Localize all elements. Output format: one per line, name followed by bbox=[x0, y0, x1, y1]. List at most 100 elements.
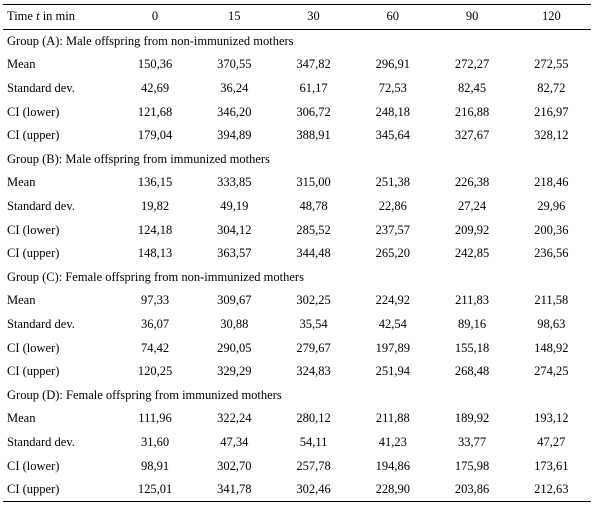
table-row: Mean 150,36 370,55 347,82 296,91 272,27 272,55 bbox=[3, 53, 591, 77]
table-cell: 394,89 bbox=[217, 128, 252, 143]
table-row: Standard dev. 42,69 36,24 61,17 72,53 82,45 82… bbox=[3, 77, 591, 101]
table-cell: 248,18 bbox=[375, 104, 410, 119]
table-cell: 98,63 bbox=[537, 317, 566, 332]
table-cell: 302,70 bbox=[217, 458, 252, 473]
table-cell: 29,96 bbox=[537, 199, 566, 214]
table-cell: 257,78 bbox=[296, 458, 331, 473]
table-cell: 33,77 bbox=[458, 434, 487, 449]
table-cell: 212,63 bbox=[534, 482, 569, 497]
table-cell: 61,17 bbox=[299, 81, 328, 96]
table-cell: 200,36 bbox=[534, 222, 569, 237]
group-title-row: Group (C): Female offspring from non-imm… bbox=[3, 266, 591, 290]
table-cell: 346,20 bbox=[217, 104, 252, 119]
table-row: Mean 136,15 333,85 315,00 251,38 226,38 218,46 bbox=[3, 171, 591, 195]
table-cell: 370,55 bbox=[217, 57, 252, 72]
table-cell: 345,64 bbox=[375, 128, 410, 143]
table-cell: 309,67 bbox=[217, 293, 252, 308]
table-cell: 211,58 bbox=[534, 293, 569, 308]
table-row: Standard dev. 19,82 49,19 48,78 22,86 27,24 29… bbox=[3, 195, 591, 219]
table-cell: 49,19 bbox=[220, 199, 249, 214]
table-cell: 251,94 bbox=[375, 364, 410, 379]
row-label: CI (lower) bbox=[7, 104, 60, 119]
table-cell: 322,24 bbox=[217, 411, 252, 426]
table-cell: 268,48 bbox=[454, 364, 490, 379]
table-cell: 290,05 bbox=[217, 340, 252, 355]
table-cell: 136,15 bbox=[137, 175, 173, 190]
table-cell: 285,52 bbox=[296, 222, 331, 237]
table-cell: 82,45 bbox=[458, 81, 487, 96]
table-cell: 211,88 bbox=[375, 411, 410, 426]
table-cell: 209,92 bbox=[454, 222, 490, 237]
time-column-header: 90 bbox=[432, 4, 512, 30]
group-title-row: Group (B): Male offspring from immunized… bbox=[3, 148, 591, 172]
table-cell: 242,85 bbox=[454, 246, 490, 261]
table-cell: 82,72 bbox=[537, 81, 566, 96]
table-cell: 89,16 bbox=[458, 317, 487, 332]
table-cell: 272,27 bbox=[454, 57, 490, 72]
table-cell: 341,78 bbox=[217, 482, 252, 497]
row-label: CI (upper) bbox=[7, 128, 60, 143]
table-cell: 124,18 bbox=[137, 222, 173, 237]
table-cell: 148,92 bbox=[534, 340, 569, 355]
table-cell: 218,46 bbox=[534, 175, 569, 190]
table-cell: 237,57 bbox=[375, 222, 410, 237]
time-label-prefix: Time bbox=[7, 9, 37, 24]
table-cell: 175,98 bbox=[454, 458, 490, 473]
table-cell: 36,07 bbox=[140, 317, 170, 332]
table-cell: 36,24 bbox=[220, 81, 249, 96]
table-cell: 41,23 bbox=[378, 434, 407, 449]
table-cell: 98,91 bbox=[140, 458, 170, 473]
table-cell: 120,25 bbox=[137, 364, 173, 379]
table-row: CI (upper) 148,13 363,57 344,48 265,20 242,85… bbox=[3, 242, 591, 266]
time-column-header: 60 bbox=[353, 4, 433, 30]
table-cell: 121,68 bbox=[137, 104, 173, 119]
table-cell: 54,11 bbox=[299, 434, 328, 449]
table-cell: 228,90 bbox=[375, 482, 410, 497]
row-label: Mean bbox=[7, 411, 36, 426]
row-label: CI (upper) bbox=[7, 246, 60, 261]
time-label-suffix: in min bbox=[39, 9, 75, 24]
table-cell: 189,92 bbox=[454, 411, 490, 426]
table-row: CI (lower) 121,68 346,20 306,72 248,18 216,88… bbox=[3, 100, 591, 124]
time-column-header: 30 bbox=[273, 4, 354, 30]
row-label: Standard dev. bbox=[7, 434, 75, 449]
table-row: CI (upper) 125,01 341,78 302,46 228,90 203,86… bbox=[3, 478, 591, 502]
table-cell: 193,12 bbox=[534, 411, 569, 426]
table-cell: 27,24 bbox=[458, 199, 487, 214]
table-cell: 274,25 bbox=[534, 364, 569, 379]
table-cell: 388,91 bbox=[296, 128, 331, 143]
table-row: CI (lower) 98,91 302,70 257,78 194,86 175,98 1… bbox=[3, 454, 591, 478]
table-cell: 111,96 bbox=[138, 411, 172, 426]
table-row: CI (upper) 179,04 394,89 388,91 345,64 327,67… bbox=[3, 124, 591, 148]
time-column-header: 0 bbox=[115, 4, 195, 30]
table-cell: 302,25 bbox=[296, 293, 331, 308]
table-cell: 324,83 bbox=[296, 364, 331, 379]
table-cell: 197,89 bbox=[375, 340, 410, 355]
group-title: Group (B): Male offspring from immunized… bbox=[7, 151, 270, 166]
table-cell: 236,56 bbox=[534, 246, 569, 261]
table-cell: 344,48 bbox=[296, 246, 331, 261]
table-cell: 304,12 bbox=[217, 222, 252, 237]
table-cell: 72,53 bbox=[378, 81, 407, 96]
table-row: Mean 111,96 322,24 280,12 211,88 189,92 193,12 bbox=[3, 407, 591, 431]
table-cell: 42,54 bbox=[378, 317, 407, 332]
table-cell: 47,34 bbox=[220, 434, 249, 449]
row-label: Mean bbox=[7, 175, 36, 190]
table-cell: 279,67 bbox=[296, 340, 331, 355]
header-row: Time t in min 0 15 30 60 90 120 bbox=[3, 4, 591, 30]
row-label: CI (upper) bbox=[7, 364, 60, 379]
table-cell: 19,82 bbox=[140, 199, 170, 214]
time-label-variable: t bbox=[36, 9, 40, 24]
group-title: Group (D): Female offspring from immuniz… bbox=[7, 387, 282, 402]
group-title-row: Group (A): Male offspring from non-immun… bbox=[3, 29, 591, 53]
table-body: Group (A): Male offspring from non-immun… bbox=[3, 29, 591, 502]
table-cell: 47,27 bbox=[537, 434, 566, 449]
table-cell: 251,38 bbox=[375, 175, 410, 190]
table-header: Time t in min 0 15 30 60 90 120 bbox=[3, 4, 591, 30]
table-cell: 173,61 bbox=[534, 458, 569, 473]
table-cell: 150,36 bbox=[137, 57, 173, 72]
table-cell: 203,86 bbox=[454, 482, 490, 497]
table-cell: 224,92 bbox=[375, 293, 410, 308]
table-cell: 74,42 bbox=[140, 340, 170, 355]
table-row: Standard dev. 36,07 30,88 35,54 42,54 89,16 98… bbox=[3, 313, 591, 337]
